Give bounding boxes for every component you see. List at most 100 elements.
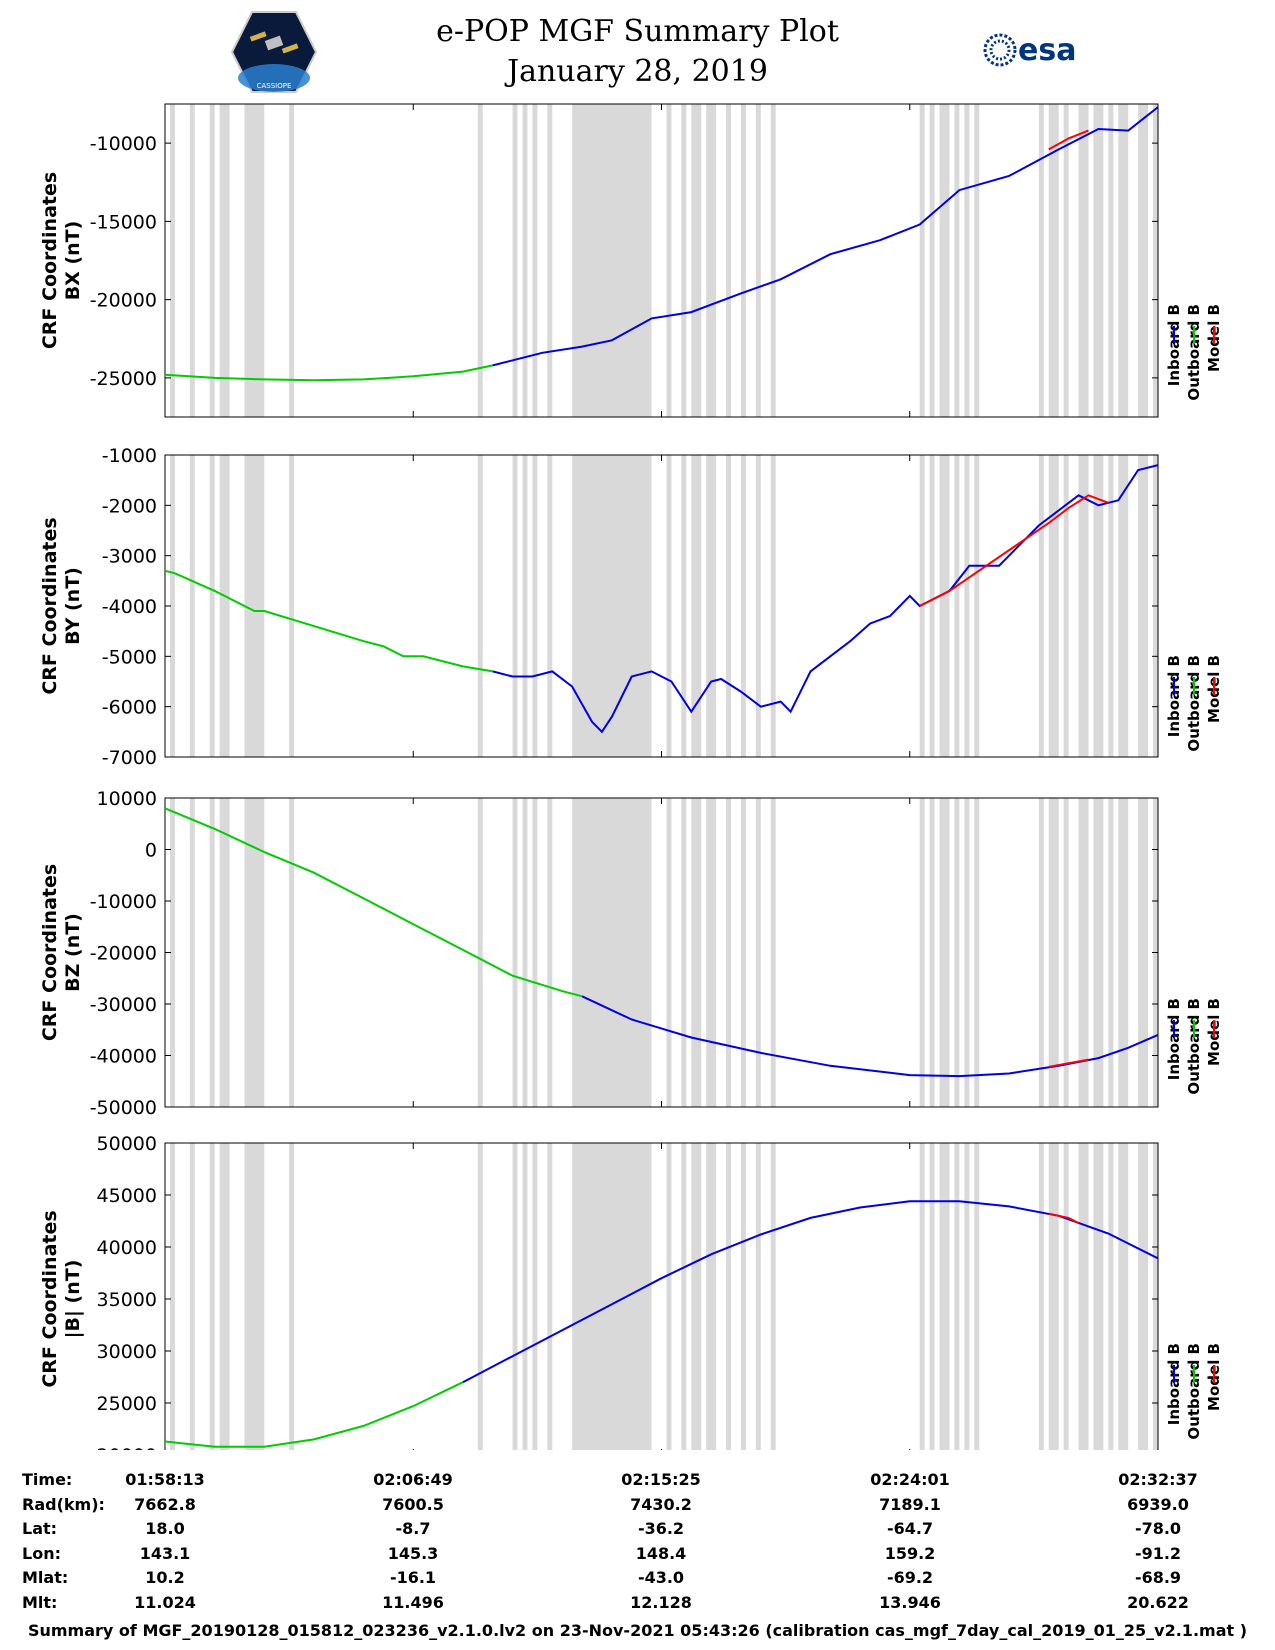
data-gap-band: [189, 455, 195, 757]
data-gap-band: [219, 455, 230, 757]
data-gap-band: [919, 1143, 925, 1450]
data-gap-band: [1063, 104, 1069, 417]
data-gap-band: [477, 1143, 483, 1450]
y-tick-label: -40000: [90, 1046, 157, 1068]
data-gap-band: [681, 798, 687, 1107]
orbit-cell: 20.622: [1127, 1593, 1189, 1612]
orbit-cell: 12.128: [630, 1593, 692, 1612]
data-gap-band: [939, 104, 950, 417]
data-gap-band: [477, 455, 483, 757]
y-tick-label: -25000: [90, 368, 157, 390]
data-gap-band: [755, 1143, 761, 1450]
data-gap-band: [1153, 1143, 1158, 1450]
y-tick-label: -20000: [90, 943, 157, 965]
data-gap-band: [1108, 798, 1114, 1107]
data-gap-band: [1118, 455, 1129, 757]
data-gap-band: [169, 798, 175, 1107]
data-gap-band: [1048, 104, 1059, 417]
data-gap-band: [209, 455, 215, 757]
y-tick-label: -6000: [102, 697, 157, 719]
y-tick-label: 0: [145, 840, 157, 862]
data-gap-band: [726, 104, 732, 417]
data-gap-band: [770, 455, 776, 757]
data-gap-band: [219, 798, 230, 1107]
data-gap-band: [939, 798, 950, 1107]
orbit-cell: 148.4: [635, 1543, 687, 1563]
y-tick-label: 30000: [97, 1341, 157, 1363]
data-gap-band: [1078, 104, 1089, 417]
header: CASSIOPE e-POP MGF Summary Plot January …: [0, 0, 1275, 100]
y-tick-label: -30000: [90, 994, 157, 1016]
data-gap-band: [512, 798, 518, 1107]
orbit-cell: -91.2: [1134, 1543, 1182, 1563]
orbit-row-label: Rad(km):: [22, 1494, 105, 1514]
series-model-b: [1048, 129, 1089, 151]
esa-logo-text: esa: [1018, 33, 1076, 68]
y-tick-label: -50000: [90, 1097, 157, 1119]
data-gap-band: [1138, 455, 1149, 757]
data-gap-band: [1118, 104, 1129, 417]
data-gap-band: [706, 104, 717, 417]
data-gap-band: [289, 455, 295, 757]
legend-label: Inboard B: [1165, 304, 1183, 386]
orbit-cell: 11.024: [134, 1593, 196, 1612]
orbit-cell: 01:58:13: [125, 1470, 205, 1489]
data-gap-band: [522, 1143, 528, 1450]
data-gap-band: [1118, 798, 1129, 1107]
data-gap-band: [726, 798, 732, 1107]
data-gap-band: [964, 104, 970, 417]
data-gap-band: [1078, 455, 1089, 757]
orbit-row-label: Lon:: [22, 1543, 61, 1563]
data-gap-band: [755, 455, 761, 757]
data-gap-band: [770, 1143, 776, 1450]
orbit-cell: 11.496: [382, 1593, 444, 1612]
data-gap-band: [572, 1143, 652, 1450]
data-gap-band: [1108, 1143, 1114, 1450]
orbit-cell: 7662.8: [134, 1494, 196, 1514]
data-gap-band: [169, 1143, 175, 1450]
plot-frame: [164, 454, 1159, 758]
orbit-cell: 7430.2: [630, 1494, 692, 1514]
data-gap-band: [740, 1143, 746, 1450]
y-tick-label: -4000: [102, 596, 157, 618]
orbit-cell: 6939.0: [1127, 1494, 1189, 1514]
footer-summary: Summary of MGF_20190128_015812_023236_v2…: [27, 1621, 1248, 1640]
data-gap-band: [522, 455, 528, 757]
data-gap-band: [244, 104, 265, 417]
data-gap-band: [1093, 798, 1104, 1107]
data-gap-band: [1063, 455, 1069, 757]
data-gap-band: [1108, 455, 1114, 757]
data-gap-band: [209, 104, 215, 417]
panel-2: -1000 -2000 -3000 -4000 -5000 -6000 -7000 CRF C…: [39, 445, 1223, 769]
page-date: January 28, 2019: [507, 54, 768, 89]
orbit-cell: 18.0: [145, 1519, 185, 1539]
y-axis-label: CRF Coordinates|B| (nT): [39, 1210, 84, 1387]
data-gap-band: [681, 1143, 687, 1450]
panel-3: 10000 0 -10000 -20000 -30000 -40000 -50000 CRF …: [39, 788, 1223, 1119]
data-gap-band: [691, 798, 702, 1107]
orbit-cell: -36.2: [637, 1519, 685, 1539]
data-gap-band: [726, 455, 732, 757]
y-axis-label: CRF CoordinatesBY (nT): [39, 517, 84, 694]
data-gap-band: [666, 798, 672, 1107]
series-model-b: [1048, 1212, 1080, 1224]
cassiope-logo: CASSIOPE: [230, 11, 318, 93]
y-tick-label: -7000: [102, 747, 157, 769]
series-inboard-b: [492, 464, 1159, 734]
data-gap-band: [572, 104, 652, 417]
data-gap-band: [740, 798, 746, 1107]
data-gap-band: [964, 1143, 970, 1450]
orbit-cell: -16.1: [389, 1568, 437, 1588]
data-gap-band: [755, 798, 761, 1107]
y-axis-label-line1: CRF Coordinates: [39, 864, 61, 1041]
orbit-cell: 7189.1: [879, 1494, 941, 1514]
data-gap-band: [189, 1143, 195, 1450]
series-inboard-b: [581, 995, 1159, 1078]
y-tick-label: -10000: [90, 133, 157, 155]
page-title: e-POP MGF Summary Plot: [436, 14, 839, 49]
orbit-row-label: Mlat:: [22, 1568, 69, 1588]
y-tick-label: 20000: [97, 1445, 157, 1450]
data-gap-band: [547, 798, 553, 1107]
data-gap-band: [1063, 798, 1069, 1107]
series-inboard-b: [462, 1200, 1159, 1384]
